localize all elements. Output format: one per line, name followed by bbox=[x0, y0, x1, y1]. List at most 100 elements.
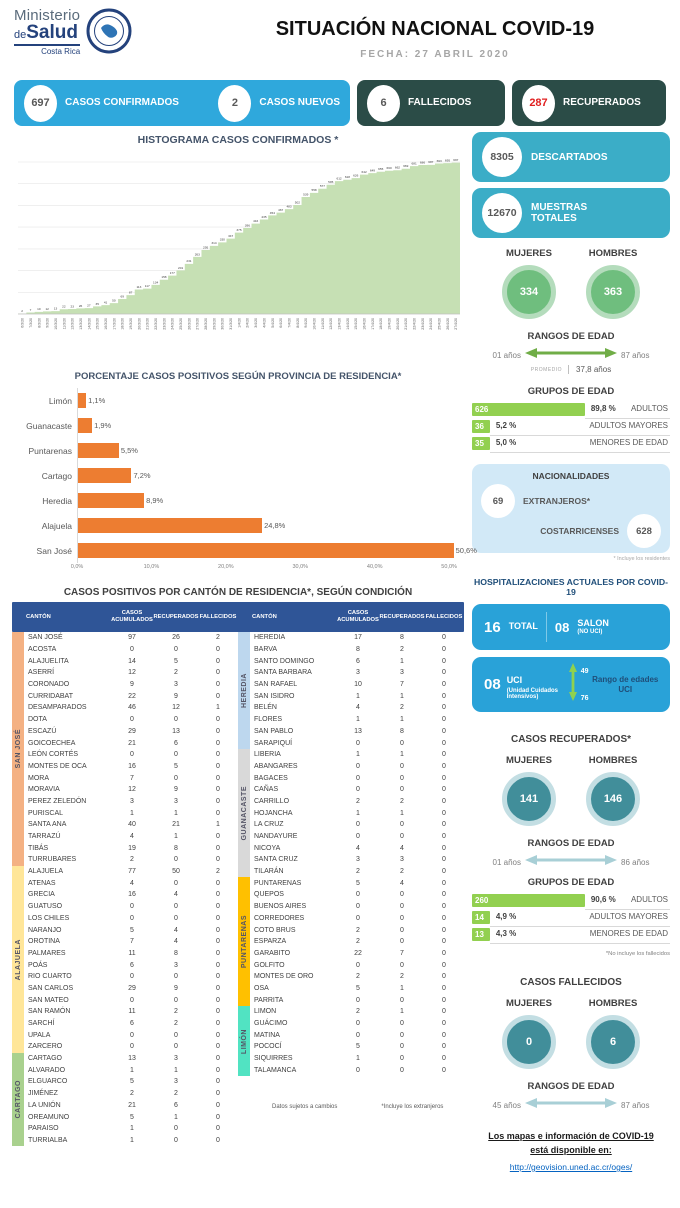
svg-text:22/4/20: 22/4/20 bbox=[413, 318, 417, 330]
province-value-label: 50,6% bbox=[455, 546, 477, 555]
deaths-men-label: HOMBRES bbox=[588, 998, 638, 1009]
province-strip: ALAJUELA bbox=[12, 865, 24, 1053]
table-row: BAGACES 0 0 0 bbox=[254, 774, 446, 782]
deaths-range-title: RANGOS DE EDAD bbox=[527, 1081, 615, 1092]
foreigners-value-circle: 69 bbox=[481, 484, 515, 518]
age-group-bar: 626 bbox=[472, 403, 585, 416]
axis-tick-label: 30,0% bbox=[292, 564, 309, 570]
svg-text:20/3/20: 20/3/20 bbox=[137, 318, 141, 330]
svg-text:15/3/20: 15/3/20 bbox=[96, 318, 100, 330]
province-label: Limón bbox=[48, 395, 72, 406]
hospitalizations-total-box: 16 TOTAL 08 SALON (NO UCI) bbox=[472, 604, 670, 650]
table-row: NANDAYURE 0 0 0 bbox=[254, 833, 446, 841]
province-value-label: 7,2% bbox=[133, 471, 151, 480]
province-group: GUANACASTE LIBERIA 1 1 0 ABANGARES 0 0 0 BAGACES 0… bbox=[238, 748, 464, 878]
province-bars: Limón 1,1% Guanacaste 1,9% Puntarenas 5,5% Car… bbox=[12, 388, 477, 563]
province-bar-row: Cartago 7,2% bbox=[12, 463, 464, 488]
table-row: MORA 7 0 0 bbox=[28, 774, 220, 782]
province-group: HEREDIA HEREDIA 17 8 0 BARVA 8 2 0 SANTO DOMINGO 6… bbox=[238, 632, 464, 749]
table-row: SANTA ANA 40 21 1 bbox=[28, 821, 220, 829]
table-row: SANTA CRUZ 3 3 0 bbox=[254, 856, 446, 864]
icu-value: 08 bbox=[484, 676, 501, 693]
map-info-line2: está disponible en: bbox=[530, 1144, 612, 1155]
province-bar-row: Alajuela 24,8% bbox=[12, 513, 464, 538]
svg-text:26/4/20: 26/4/20 bbox=[446, 318, 450, 330]
geovision-link[interactable]: http://geovision.uned.ac.cr/oges/ bbox=[509, 1162, 633, 1172]
svg-text:158: 158 bbox=[161, 275, 166, 279]
histogram-title: HISTOGRAMA CASOS CONFIRMADOS * bbox=[137, 134, 339, 146]
table-row: UPALA 0 0 0 bbox=[28, 1031, 220, 1039]
svg-text:396: 396 bbox=[245, 223, 250, 227]
province-bar-row: Limón 1,1% bbox=[12, 388, 464, 413]
table-row: PARRITA 0 0 0 bbox=[254, 996, 446, 1004]
province-label: Guanacaste bbox=[26, 420, 72, 431]
svg-text:8/4/20: 8/4/20 bbox=[296, 318, 300, 328]
ministry-name-line3: Costa Rica bbox=[41, 47, 81, 56]
age-range-max: 87 años bbox=[621, 350, 650, 360]
svg-text:558: 558 bbox=[311, 188, 316, 192]
table-row: MONTES DE OCA 16 5 0 bbox=[28, 762, 220, 770]
axis-tick-label: 50,0% bbox=[441, 564, 457, 570]
double-arrow-icon bbox=[525, 853, 617, 871]
province-bar-row: San José 50,6% bbox=[12, 538, 477, 563]
svg-text:687: 687 bbox=[428, 160, 433, 164]
svg-text:13/4/20: 13/4/20 bbox=[337, 318, 341, 330]
svg-text:26: 26 bbox=[79, 304, 83, 308]
discarded-box: 8305 DESCARTADOS bbox=[472, 132, 670, 182]
province-axis-ticks: 0,0% 10,0% 20,0% 30,0% 40,0% 50,0% bbox=[71, 563, 464, 575]
svg-text:577: 577 bbox=[320, 184, 325, 188]
table-row: ALVARADO 1 1 0 bbox=[28, 1066, 220, 1074]
table-row: ACOSTA 0 0 0 bbox=[28, 646, 220, 654]
province-value-label: 1,1% bbox=[88, 396, 106, 405]
svg-text:27/4/20: 27/4/20 bbox=[454, 318, 458, 330]
table-row: TURRUBARES 2 0 0 bbox=[28, 856, 220, 864]
svg-text:41: 41 bbox=[104, 301, 108, 305]
svg-text:25/4/20: 25/4/20 bbox=[438, 318, 442, 330]
deaths-gender-row: MUJERES 0 HOMBRES 6 bbox=[472, 998, 670, 1069]
table-row: HOJANCHA 1 1 0 bbox=[254, 809, 446, 817]
province-strip: CARTAGO bbox=[12, 1052, 24, 1147]
svg-text:612: 612 bbox=[336, 177, 341, 181]
svg-text:12/3/20: 12/3/20 bbox=[71, 318, 75, 330]
svg-text:31/3/20: 31/3/20 bbox=[229, 318, 233, 330]
table-row: SAN PABLO 13 8 0 bbox=[254, 727, 446, 735]
table-row: BELÉN 4 2 0 bbox=[254, 704, 446, 712]
province-bar bbox=[78, 468, 132, 483]
svg-text:87: 87 bbox=[129, 291, 133, 295]
svg-text:314: 314 bbox=[211, 241, 216, 245]
svg-text:649: 649 bbox=[370, 168, 375, 172]
age-group-bar: 36 bbox=[472, 420, 490, 433]
men-label: HOMBRES bbox=[588, 248, 638, 259]
table-row: CORREDORES 0 0 0 bbox=[254, 914, 446, 922]
table-row: DOTA 0 0 0 bbox=[28, 716, 220, 724]
table-row: PURISCAL 1 1 0 bbox=[28, 809, 220, 817]
deaths-label: FALLECIDOS bbox=[408, 96, 472, 108]
svg-text:29/3/20: 29/3/20 bbox=[212, 318, 216, 330]
svg-text:454: 454 bbox=[270, 211, 275, 215]
svg-text:539: 539 bbox=[303, 192, 308, 196]
table-row: SANTA BARBARA 3 3 0 bbox=[254, 669, 446, 677]
recovered-value-circle: 287 bbox=[522, 84, 555, 122]
svg-text:11/4/20: 11/4/20 bbox=[321, 318, 325, 329]
average-label: PROMEDIO bbox=[530, 366, 563, 373]
deaths-value-circle: 6 bbox=[367, 84, 400, 122]
table-row: GARABITO 22 7 0 bbox=[254, 949, 446, 957]
province-bar bbox=[78, 543, 454, 558]
table-row: TIBÁS 19 8 0 bbox=[28, 844, 220, 852]
table-row: PEREZ ZELEDÓN 3 3 0 bbox=[28, 797, 220, 805]
province-bar-row: Puntarenas 5,5% bbox=[12, 438, 464, 463]
recovered-label: RECUPERADOS bbox=[563, 96, 641, 108]
recovered-age-groups-title: GRUPOS DE EDAD bbox=[527, 877, 615, 888]
right-column: 8305 DESCARTADOS 12670 MUESTRAS TOTALES M… bbox=[472, 126, 670, 1175]
province-label: Puntarenas bbox=[28, 445, 72, 456]
age-group-pct: 4,3 % bbox=[495, 929, 517, 938]
table-row: ALAJUELA 77 50 2 bbox=[28, 868, 220, 876]
svg-text:10: 10 bbox=[37, 307, 41, 311]
table-row: PALMARES 11 8 0 bbox=[28, 949, 220, 957]
confirmed-age-groups-list: 626 89,8 % ADULTOS 36 5,2 % ADULTOS MAYORES 35… bbox=[472, 401, 670, 453]
svg-text:134: 134 bbox=[153, 280, 158, 284]
svg-text:25/3/20: 25/3/20 bbox=[179, 318, 183, 330]
samples-value-circle: 12670 bbox=[482, 193, 522, 233]
table-row: BARVA 8 2 0 bbox=[254, 646, 446, 654]
costarricans-value-circle: 628 bbox=[627, 514, 661, 548]
